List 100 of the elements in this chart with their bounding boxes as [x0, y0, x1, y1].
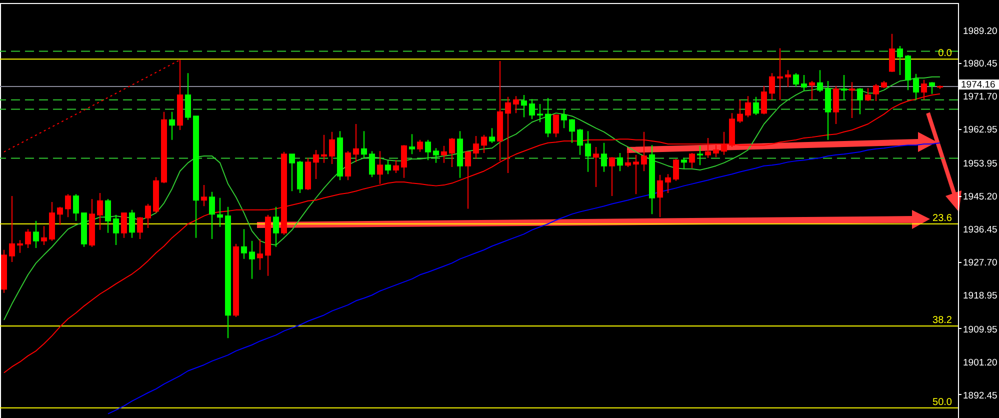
candlestick	[425, 139, 431, 161]
candlestick	[129, 209, 135, 238]
candlestick	[377, 150, 383, 184]
candlestick	[849, 82, 855, 118]
candlestick	[857, 88, 863, 115]
candlestick	[609, 156, 615, 196]
candlestick	[625, 150, 631, 168]
candlestick	[185, 72, 191, 120]
candlestick	[313, 150, 319, 180]
candlestick	[585, 130, 591, 172]
annotation: 0.0	[938, 48, 952, 60]
candlestick	[217, 197, 223, 228]
candlestick	[417, 139, 423, 152]
candlestick	[249, 240, 255, 280]
candlestick	[513, 96, 519, 114]
candlestick	[817, 70, 823, 92]
candlestick	[345, 150, 351, 181]
candlestick	[169, 111, 175, 140]
candlestick	[289, 154, 295, 192]
candlestick	[273, 206, 279, 248]
candlestick	[529, 98, 535, 120]
y-tick-label: 1989.20	[963, 26, 998, 37]
candlestick	[697, 145, 703, 166]
candlestick	[113, 214, 119, 246]
candlestick	[793, 72, 799, 88]
candlestick	[401, 144, 407, 178]
candlestick	[577, 128, 583, 156]
candlestick	[145, 203, 151, 229]
annotation: 23.6	[932, 212, 952, 224]
candlestick	[641, 131, 647, 172]
y-tick-label: 1962.95	[963, 124, 998, 136]
candlestick	[393, 160, 399, 174]
y-tick-label: 1918.95	[963, 290, 998, 302]
y-tick-label: 1927.70	[963, 258, 998, 269]
candlestick	[465, 151, 471, 210]
y-tick-label: 1971.70	[963, 92, 998, 103]
candlestick	[897, 45, 903, 76]
candlestick	[761, 85, 767, 115]
candlestick	[321, 134, 327, 164]
candlestick	[689, 152, 695, 169]
candlestick	[241, 228, 247, 260]
candlestick	[665, 174, 671, 194]
y-tick-label: 1980.45	[963, 58, 998, 70]
y-tick-label: 1892.45	[963, 390, 998, 402]
candlestick	[833, 85, 839, 124]
candlestick	[481, 134, 487, 154]
candlestick	[801, 74, 807, 92]
candlestick	[369, 150, 375, 178]
candlestick	[841, 74, 847, 100]
candlestick	[353, 123, 359, 163]
candlestick	[329, 131, 335, 164]
candlestick	[889, 33, 895, 72]
candlestick	[545, 97, 551, 138]
candlestick	[361, 130, 367, 158]
candlestick	[137, 216, 143, 240]
candlestick	[441, 145, 447, 164]
candlestick	[745, 96, 751, 118]
candlestick	[825, 80, 831, 140]
candlestick	[505, 96, 511, 174]
candlestick	[537, 104, 543, 123]
candlestick	[385, 160, 391, 175]
candlestick	[489, 128, 495, 144]
candlestick	[17, 240, 23, 254]
candlestick	[561, 108, 567, 129]
candlestick	[121, 212, 127, 238]
y-tick-label: 1909.95	[963, 324, 998, 336]
candlestick	[41, 226, 47, 246]
candlestick	[913, 73, 919, 100]
candlestick	[705, 137, 711, 158]
y-tick-label: 1953.95	[963, 158, 998, 170]
candlestick	[521, 94, 527, 118]
candlestick	[601, 142, 607, 172]
candlestick	[753, 96, 759, 116]
candlestick	[809, 80, 815, 100]
candlestick	[25, 228, 31, 249]
y-tick-label: 1936.45	[963, 224, 998, 236]
candlestick	[449, 137, 455, 168]
candlestick	[929, 82, 935, 94]
candlestick	[865, 88, 871, 102]
candlestick	[201, 184, 207, 207]
candlestick	[9, 195, 15, 262]
candlestick	[569, 118, 575, 144]
candlestick	[633, 154, 639, 195]
candlestick	[257, 238, 263, 270]
candlestick	[785, 70, 791, 88]
y-tick-label: 1901.20	[963, 357, 998, 368]
candlestick	[409, 134, 415, 155]
candlestick	[33, 220, 39, 249]
candlestick	[65, 194, 71, 218]
candlestick	[473, 136, 479, 160]
candlestick	[713, 144, 719, 158]
annotation: 38.2	[932, 315, 952, 326]
candlestick	[209, 191, 215, 240]
candlestick	[673, 158, 679, 182]
candlestick	[105, 198, 111, 234]
y-tick-label: 1945.20	[963, 192, 998, 203]
candlestick	[97, 192, 103, 230]
candlestick	[73, 194, 79, 222]
candlestick	[721, 131, 727, 156]
candlestick	[873, 84, 879, 102]
